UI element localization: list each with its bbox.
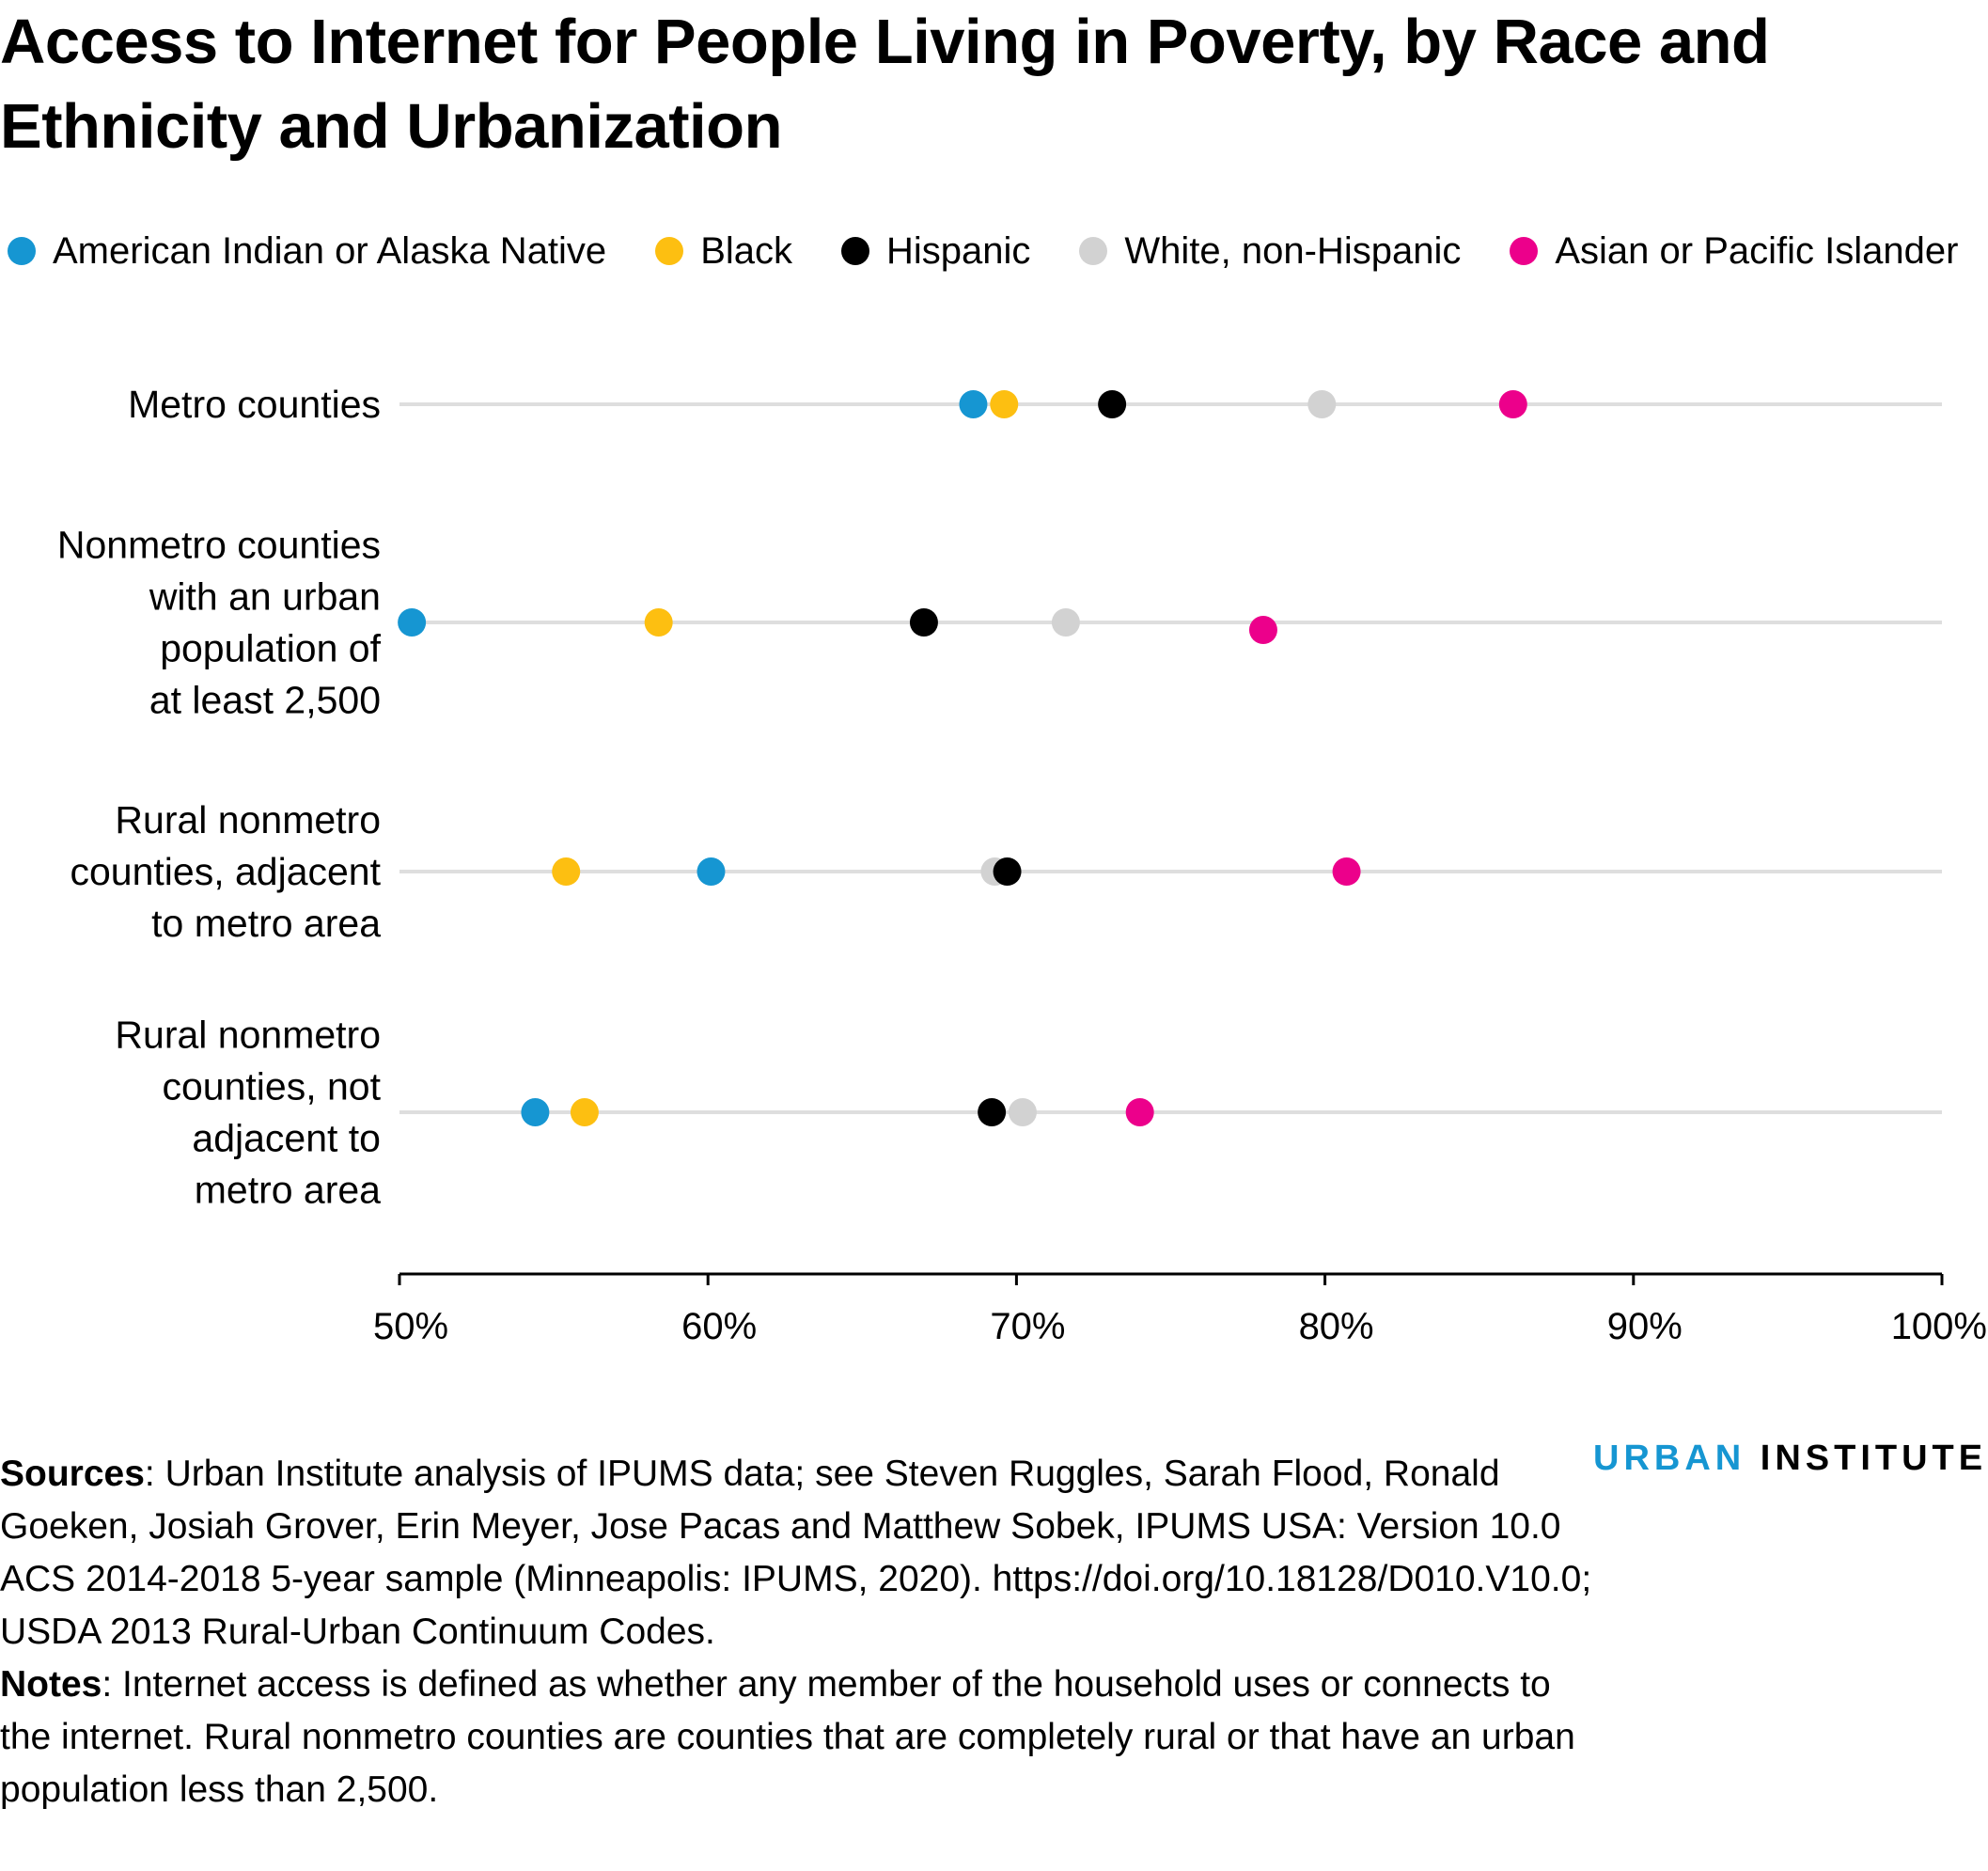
legend-swatch [655, 237, 684, 265]
category-label-line: population of [160, 627, 381, 670]
category-label-line: with an urban [149, 575, 381, 619]
x-tick-label: 60% [681, 1306, 757, 1347]
data-point [398, 608, 427, 637]
category-label-line: counties, adjacent [70, 850, 381, 893]
data-point [1332, 857, 1361, 886]
data-point [978, 1098, 1007, 1126]
data-point [552, 857, 581, 886]
legend-swatch [1079, 237, 1108, 265]
category-label: Metro counties [128, 383, 381, 426]
x-tick-label: 80% [1299, 1306, 1374, 1347]
sources-label: Sources [0, 1454, 145, 1494]
data-point [1498, 390, 1527, 418]
legend-label: Hispanic [886, 229, 1031, 272]
x-tick-label: 50% [373, 1306, 448, 1347]
category-label-line: adjacent to [192, 1117, 381, 1160]
x-tick-label: 100% [1891, 1306, 1987, 1347]
data-point [990, 390, 1019, 418]
legend: American Indian or Alaska Native Black His… [8, 228, 1958, 275]
category-label: Rural nonmetro counties, not adjacent to me… [115, 1014, 381, 1212]
legend-label: American Indian or Alaska Native [53, 229, 607, 272]
legend-item: White, non-Hispanic [1079, 230, 1461, 273]
sources-text: : Urban Institute analysis of IPUMS data… [0, 1454, 1592, 1652]
category-label: Rural nonmetro counties, adjacent to metro… [70, 798, 381, 945]
data-point [1125, 1098, 1154, 1126]
category-label-line: to metro area [151, 902, 381, 945]
x-tick-label: 90% [1607, 1306, 1683, 1347]
data-point [909, 608, 938, 637]
data-point [1051, 608, 1080, 637]
legend-swatch [1510, 237, 1539, 265]
category-label-line: Metro counties [128, 383, 381, 426]
data-point [644, 608, 673, 637]
legend-label: Black [700, 229, 792, 272]
chart-title: Access to Internet for People Living in … [0, 7, 1770, 162]
sources-note: Sources: Urban Institute analysis of IPU… [0, 1448, 1598, 1659]
legend-label: Asian or Pacific Islander [1555, 229, 1959, 272]
data-point [1008, 1098, 1037, 1126]
brand-urban: URBAN [1593, 1439, 1746, 1478]
category-label-line: Rural nonmetro [115, 1014, 381, 1057]
category-label-line: counties, not [163, 1065, 382, 1108]
footer-notes: Sources: Urban Institute analysis of IPU… [0, 1448, 1598, 1816]
data-point [1248, 616, 1277, 644]
notes-text: : Internet access is defined as whether … [0, 1664, 1575, 1810]
category-label-line: metro area [195, 1169, 381, 1212]
category-label: Nonmetro counties with an urban population… [57, 524, 382, 722]
dot-plot: Metro counties Nonmetro counties with an u… [57, 383, 1987, 1347]
legend-item: Hispanic [841, 230, 1030, 273]
legend-item: American Indian or Alaska Native [8, 230, 606, 273]
category-label-line: Rural nonmetro [115, 798, 381, 841]
legend-item: Asian or Pacific Islander [1510, 230, 1958, 273]
x-tick-label: 70% [990, 1306, 1065, 1347]
data-point [1098, 390, 1127, 418]
legend-item: Black [655, 230, 792, 273]
legend-label: White, non-Hispanic [1124, 229, 1462, 272]
notes-note: Notes: Internet access is defined as whe… [0, 1659, 1598, 1816]
legend-swatch [841, 237, 869, 265]
data-point [959, 390, 988, 418]
data-point [570, 1098, 599, 1126]
data-point [1307, 390, 1337, 418]
category-label-line: at least 2,500 [149, 679, 381, 722]
data-point [521, 1098, 550, 1126]
data-point [697, 857, 726, 886]
category-label-line: Nonmetro counties [57, 524, 381, 567]
data-point [993, 857, 1022, 886]
urban-institute-logo: URBAN INSTITUTE [1593, 1439, 1987, 1479]
brand-institute: INSTITUTE [1745, 1439, 1988, 1478]
notes-label: Notes [0, 1664, 102, 1705]
legend-swatch [8, 237, 36, 265]
